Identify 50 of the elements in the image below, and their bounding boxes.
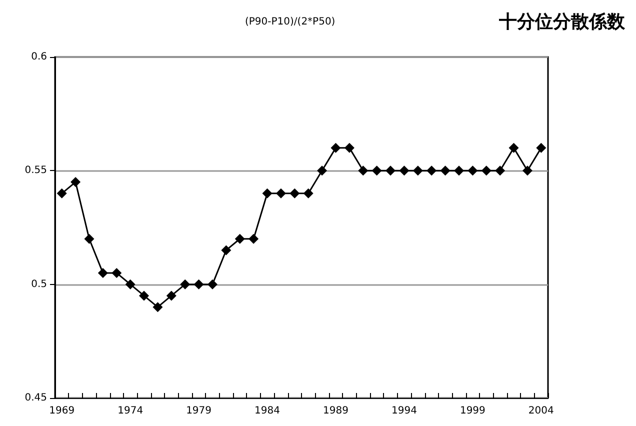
point [495,166,506,176]
point [412,166,423,176]
point [290,188,300,198]
y-tick-label: 0.55 [24,165,47,176]
point [468,166,478,176]
point [248,234,259,244]
point [317,166,328,176]
point [207,279,218,290]
point [344,142,354,153]
chart-title: 十分位分散係数 [498,12,626,32]
point [152,302,163,312]
x-tick-label: 1984 [254,406,280,416]
point [358,166,368,176]
x-tick-label: 1979 [186,406,212,416]
point [399,166,410,176]
x-tick-label: 1994 [391,406,417,416]
point [194,279,204,290]
point [386,166,396,176]
point [125,279,136,290]
point [481,166,492,176]
point [98,268,108,278]
point [139,290,150,301]
x-tick-label: 2004 [528,406,554,416]
point [372,166,382,176]
x-tick-label: 1989 [323,406,348,416]
point [454,166,464,176]
point [221,245,232,256]
y-tick-label: 0.6 [31,52,47,62]
point [84,234,94,244]
point [276,188,286,198]
chart-subtitle: (P90-P10)/(2*P50) [245,16,336,28]
x-tick-label: 1969 [49,406,75,416]
point [303,188,314,198]
point [112,268,122,278]
x-tick-label: 1999 [460,406,486,416]
point [262,188,272,198]
x-tick-label: 1974 [118,406,144,416]
point [426,166,437,176]
point [536,142,546,153]
point [56,188,67,198]
point [166,290,176,301]
point [440,166,450,176]
point [508,142,519,153]
point [180,279,190,290]
y-tick-label: 0.45 [24,392,47,404]
point [70,177,81,188]
point [522,166,532,176]
point [234,234,245,244]
point [330,142,341,153]
y-tick-label: 0.5 [31,278,47,290]
